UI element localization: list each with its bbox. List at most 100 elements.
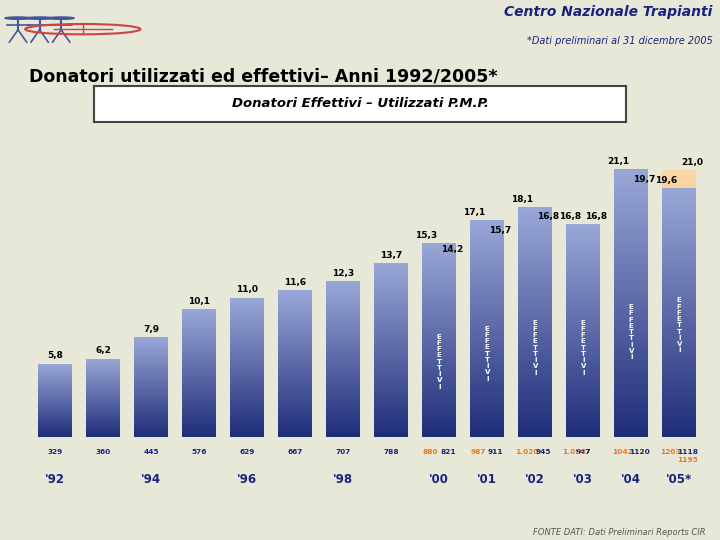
Bar bbox=[86, 386, 120, 387]
Bar bbox=[662, 187, 696, 191]
Bar bbox=[230, 347, 264, 348]
Bar bbox=[86, 363, 120, 364]
Bar bbox=[326, 420, 361, 422]
Bar bbox=[182, 320, 217, 322]
Bar bbox=[230, 315, 264, 317]
Bar bbox=[134, 409, 168, 410]
Bar bbox=[422, 340, 456, 342]
Bar bbox=[566, 368, 600, 370]
Bar bbox=[662, 347, 696, 350]
Bar bbox=[38, 383, 73, 384]
Bar bbox=[374, 268, 408, 270]
Bar bbox=[470, 350, 505, 353]
Bar bbox=[278, 415, 312, 417]
Bar bbox=[374, 335, 408, 338]
Bar bbox=[566, 366, 600, 368]
Bar bbox=[470, 377, 505, 380]
Bar bbox=[662, 388, 696, 390]
Bar bbox=[38, 427, 73, 428]
Bar bbox=[518, 397, 552, 400]
Bar bbox=[518, 279, 552, 282]
Bar bbox=[374, 322, 408, 324]
Bar bbox=[182, 370, 217, 372]
Bar bbox=[230, 408, 264, 409]
Bar bbox=[518, 299, 552, 301]
Bar bbox=[614, 228, 649, 231]
Bar bbox=[518, 245, 552, 247]
Bar bbox=[38, 397, 73, 398]
Bar bbox=[566, 363, 600, 366]
Bar bbox=[326, 394, 361, 396]
Text: E
F
F
E
T
T
I
V
I: E F F E T T I V I bbox=[436, 334, 442, 389]
Bar bbox=[470, 320, 505, 322]
Bar bbox=[566, 301, 600, 304]
Bar bbox=[566, 384, 600, 387]
Bar bbox=[470, 365, 505, 368]
Bar bbox=[566, 408, 600, 411]
Bar bbox=[566, 427, 600, 429]
Bar bbox=[518, 311, 552, 314]
Bar bbox=[134, 347, 168, 348]
Bar bbox=[470, 410, 505, 413]
Bar bbox=[518, 347, 552, 349]
Bar bbox=[518, 418, 552, 421]
Bar bbox=[470, 356, 505, 359]
Bar bbox=[374, 315, 408, 318]
Bar bbox=[422, 289, 456, 292]
Bar bbox=[422, 396, 456, 399]
Bar bbox=[470, 421, 505, 424]
Bar bbox=[518, 328, 552, 330]
Bar bbox=[566, 320, 600, 322]
Bar bbox=[614, 400, 649, 403]
Text: 10,1: 10,1 bbox=[188, 297, 210, 306]
Bar bbox=[470, 282, 505, 285]
Bar bbox=[470, 348, 505, 350]
Bar bbox=[422, 308, 456, 311]
Bar bbox=[278, 356, 312, 358]
Bar bbox=[614, 300, 649, 303]
Bar bbox=[326, 406, 361, 408]
Bar bbox=[470, 373, 505, 375]
Bar bbox=[662, 171, 696, 174]
Bar bbox=[86, 400, 120, 401]
Bar bbox=[182, 348, 217, 349]
Bar bbox=[134, 434, 168, 435]
Bar bbox=[374, 281, 408, 283]
Bar bbox=[614, 406, 649, 409]
Bar bbox=[662, 303, 696, 307]
Bar bbox=[422, 295, 456, 298]
Bar bbox=[134, 413, 168, 414]
Bar bbox=[470, 268, 505, 270]
Bar bbox=[326, 352, 361, 353]
Bar bbox=[422, 364, 456, 367]
Bar bbox=[662, 291, 696, 294]
Bar bbox=[278, 298, 312, 299]
Bar bbox=[230, 430, 264, 432]
Bar bbox=[326, 295, 361, 296]
Text: E
F
F
E
T
T
I
V
I: E F F E T T I V I bbox=[629, 304, 634, 360]
Bar bbox=[470, 386, 505, 388]
Bar bbox=[614, 199, 649, 202]
Bar bbox=[518, 231, 552, 233]
Bar bbox=[422, 354, 456, 356]
Bar bbox=[278, 436, 312, 437]
Bar bbox=[470, 425, 505, 428]
Bar bbox=[230, 324, 264, 326]
Bar bbox=[662, 384, 696, 387]
Bar bbox=[230, 369, 264, 371]
Bar bbox=[662, 394, 696, 397]
Bar bbox=[38, 432, 73, 433]
Bar bbox=[518, 234, 552, 237]
Bar bbox=[86, 372, 120, 373]
Bar bbox=[134, 395, 168, 396]
Bar bbox=[326, 404, 361, 406]
Text: E
F
F
E
T
T
I
V
I: E F F E T T I V I bbox=[533, 320, 538, 376]
Bar bbox=[614, 401, 649, 404]
Bar bbox=[230, 385, 264, 387]
Bar bbox=[470, 326, 505, 329]
Bar bbox=[374, 363, 408, 366]
Bar bbox=[614, 293, 649, 296]
Bar bbox=[470, 340, 505, 342]
Bar bbox=[278, 406, 312, 408]
Bar bbox=[86, 426, 120, 427]
